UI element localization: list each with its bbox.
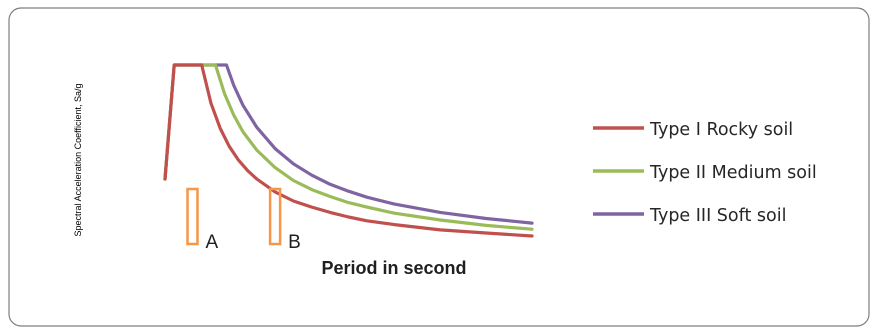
- x-axis-label: Period in second: [321, 258, 466, 278]
- series-line-type1: [163, 63, 534, 238]
- legend-label-type3: Type III Soft soil: [649, 206, 786, 226]
- legend: Type I Rocky soil Type II Medium soil Type…: [593, 120, 817, 226]
- period-label-b: B: [288, 232, 301, 253]
- y-axis-label: Spectral Acceleration Coefficient, Sa/g: [73, 84, 83, 237]
- series-line-type3: [163, 63, 534, 225]
- legend-label-type1: Type I Rocky soil: [649, 120, 793, 140]
- period-marker-a: [186, 187, 199, 246]
- period-label-a: A: [206, 232, 219, 253]
- period-marker-b: [268, 187, 282, 246]
- series-line-type2: [163, 63, 534, 231]
- legend-label-type2: Type II Medium soil: [649, 163, 817, 183]
